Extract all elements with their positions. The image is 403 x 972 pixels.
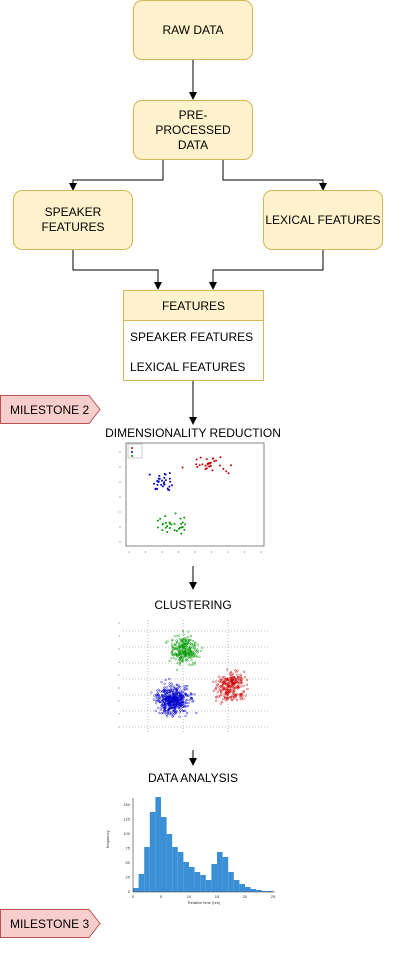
dimensionality-reduction-scatter-image: [119, 442, 265, 553]
histogram-x-tick: 5: [160, 894, 163, 899]
node-lexical-features-label: LEXICAL FEATURES: [265, 212, 381, 227]
histogram-y-tick: 0: [128, 889, 131, 894]
features-item-speaker: SPEAKER FEATURES: [130, 330, 254, 344]
milestone-2[interactable]: MILESTONE 2: [0, 395, 101, 424]
milestone-3[interactable]: MILESTONE 3: [0, 909, 101, 938]
histogram-y-tick: 50: [126, 860, 131, 865]
histogram-y-tick: 75: [126, 846, 131, 851]
node-raw-data-label: RAW DATA: [162, 22, 224, 37]
node-features-title: FEATURES: [124, 291, 263, 321]
node-speaker-features[interactable]: SPEAKER FEATURES: [13, 190, 133, 250]
step-data-analysis: DATA ANALYSIS: [147, 771, 239, 785]
edge-lexical-to-features: [209, 250, 324, 290]
histogram-x-tick: 20: [243, 894, 248, 899]
edge-speaker-to-features: [72, 250, 162, 290]
step-dimensionality-reduction: DIMENSIONALITY REDUCTION: [105, 426, 281, 440]
histogram-x-tick: 0: [132, 894, 135, 899]
histogram-x-tick: 15: [215, 894, 220, 899]
milestone-3-shape: [0, 909, 101, 938]
clustering-scatter-image: [118, 620, 268, 733]
edge-pre-to-speaker: [69, 160, 164, 191]
node-features[interactable]: FEATURES SPEAKER FEATURES LEXICAL FEATUR…: [123, 290, 264, 381]
histogram-y-tick: 150: [123, 802, 130, 807]
scatter-legend: [127, 443, 143, 459]
node-raw-data[interactable]: RAW DATA: [133, 0, 253, 60]
data-analysis-histogram-image: 0 5 10 15 20 25 0 25 50 75 100 125 150 frequency Rel…: [105, 797, 276, 905]
node-speaker-features-label: SPEAKER FEATURES: [41, 205, 105, 234]
histogram-ylabel: frequency: [105, 830, 110, 848]
histogram-y-tick: 100: [123, 831, 130, 836]
milestone-2-shape: [0, 395, 101, 424]
histogram-xlabel: Relative time (hrs): [188, 900, 221, 905]
histogram-y-tick: 25: [126, 875, 131, 880]
milestone-3-label: MILESTONE 3: [10, 916, 90, 931]
edge-pre-to-lexical: [222, 160, 327, 191]
histogram-x-tick: 10: [187, 894, 192, 899]
milestone-2-label: MILESTONE 2: [10, 402, 90, 417]
features-item-lexical: LEXICAL FEATURES: [130, 360, 246, 374]
node-preprocessed-data-label: PRE-PROCESSED DATA: [155, 107, 231, 152]
histogram-x-tick: 25: [271, 894, 276, 899]
step-clustering: CLUSTERING: [154, 598, 232, 612]
histogram-y-tick: 125: [123, 817, 130, 822]
node-preprocessed-data[interactable]: PRE-PROCESSED DATA: [133, 100, 253, 160]
node-lexical-features[interactable]: LEXICAL FEATURES: [263, 190, 383, 250]
